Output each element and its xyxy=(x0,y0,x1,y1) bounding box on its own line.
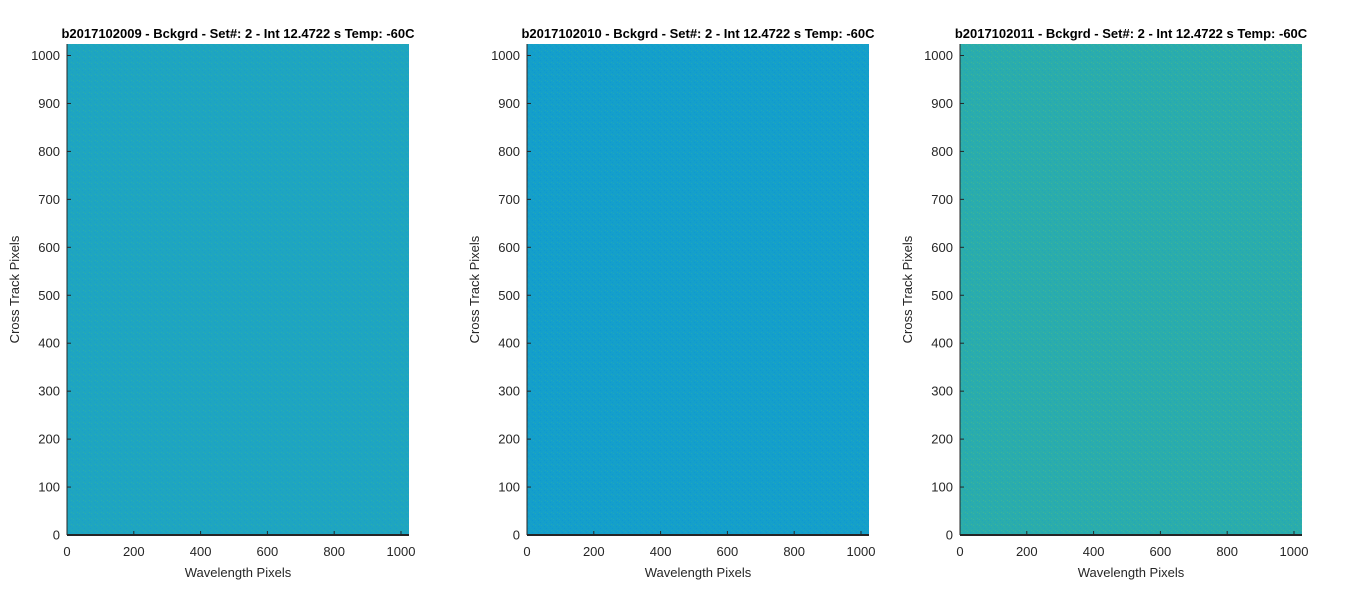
chart-title: b2017102011 - Bckgrd - Set#: 2 - Int 12.… xyxy=(955,26,1308,41)
y-tick-label: 400 xyxy=(931,336,953,351)
x-tick-label: 200 xyxy=(1016,544,1038,559)
x-tick-label: 800 xyxy=(783,544,805,559)
y-tick-label: 700 xyxy=(38,192,60,207)
x-tick-label: 600 xyxy=(717,544,739,559)
y-tick-label: 900 xyxy=(931,96,953,111)
chart-title: b2017102009 - Bckgrd - Set#: 2 - Int 12.… xyxy=(61,26,415,41)
heatmap-image xyxy=(67,44,409,535)
y-tick-label: 300 xyxy=(931,384,953,399)
y-tick-label: 1000 xyxy=(31,48,60,63)
y-tick-label: 200 xyxy=(38,432,60,447)
y-tick-label: 200 xyxy=(931,432,953,447)
y-axis-label: Cross Track Pixels xyxy=(900,235,915,343)
heatmap-panel-2: 0 200 400 600 800 1000 0 100 200 300 400 500 600 700 8… xyxy=(467,26,875,580)
y-tick-label: 600 xyxy=(498,240,520,255)
y-tick-label: 100 xyxy=(498,480,520,495)
heatmap-image xyxy=(960,44,1302,535)
y-tick-label: 600 xyxy=(38,240,60,255)
y-axis-label: Cross Track Pixels xyxy=(467,235,482,343)
y-axis-label: Cross Track Pixels xyxy=(7,235,22,343)
x-tick-label: 600 xyxy=(1150,544,1172,559)
x-tick-label: 1000 xyxy=(1280,544,1309,559)
x-tick-label: 0 xyxy=(956,544,963,559)
y-tick-label: 900 xyxy=(38,96,60,111)
x-axis-label: Wavelength Pixels xyxy=(645,565,752,580)
y-tick-label: 400 xyxy=(498,336,520,351)
y-tick-label: 600 xyxy=(931,240,953,255)
x-tick-label: 0 xyxy=(63,544,70,559)
y-tick-label: 0 xyxy=(946,528,953,543)
x-tick-label: 400 xyxy=(650,544,672,559)
y-tick-label: 100 xyxy=(38,480,60,495)
chart-title: b2017102010 - Bckgrd - Set#: 2 - Int 12.… xyxy=(521,26,875,41)
y-tick-label: 300 xyxy=(38,384,60,399)
y-tick-label: 500 xyxy=(38,288,60,303)
x-axis-label: Wavelength Pixels xyxy=(185,565,292,580)
y-tick-label: 800 xyxy=(931,144,953,159)
x-tick-label: 200 xyxy=(583,544,605,559)
y-tick-label: 0 xyxy=(53,528,60,543)
y-tick-label: 500 xyxy=(931,288,953,303)
x-tick-label: 400 xyxy=(190,544,212,559)
x-tick-label: 1000 xyxy=(387,544,416,559)
y-tick-label: 1000 xyxy=(491,48,520,63)
y-tick-label: 900 xyxy=(498,96,520,111)
x-tick-label: 1000 xyxy=(847,544,876,559)
heatmap-panel-1: 0 200 400 600 800 1000 0 100 200 300 400 500 600 700 8… xyxy=(7,26,415,580)
y-tick-label: 200 xyxy=(498,432,520,447)
y-tick-label: 0 xyxy=(513,528,520,543)
y-tick-label: 700 xyxy=(498,192,520,207)
x-tick-label: 400 xyxy=(1083,544,1105,559)
x-axis-label: Wavelength Pixels xyxy=(1078,565,1185,580)
heatmap-panel-3: 0 200 400 600 800 1000 0 100 200 300 400 500 600 700 8… xyxy=(900,26,1308,580)
y-tick-label: 300 xyxy=(498,384,520,399)
y-tick-label: 100 xyxy=(931,480,953,495)
x-tick-label: 200 xyxy=(123,544,145,559)
y-tick-label: 400 xyxy=(38,336,60,351)
y-tick-label: 1000 xyxy=(924,48,953,63)
y-tick-label: 800 xyxy=(38,144,60,159)
x-tick-label: 800 xyxy=(1216,544,1238,559)
x-tick-label: 0 xyxy=(523,544,530,559)
y-tick-label: 700 xyxy=(931,192,953,207)
y-tick-label: 500 xyxy=(498,288,520,303)
x-tick-label: 600 xyxy=(257,544,279,559)
y-tick-label: 800 xyxy=(498,144,520,159)
heatmap-image xyxy=(527,44,869,535)
x-tick-label: 800 xyxy=(323,544,345,559)
